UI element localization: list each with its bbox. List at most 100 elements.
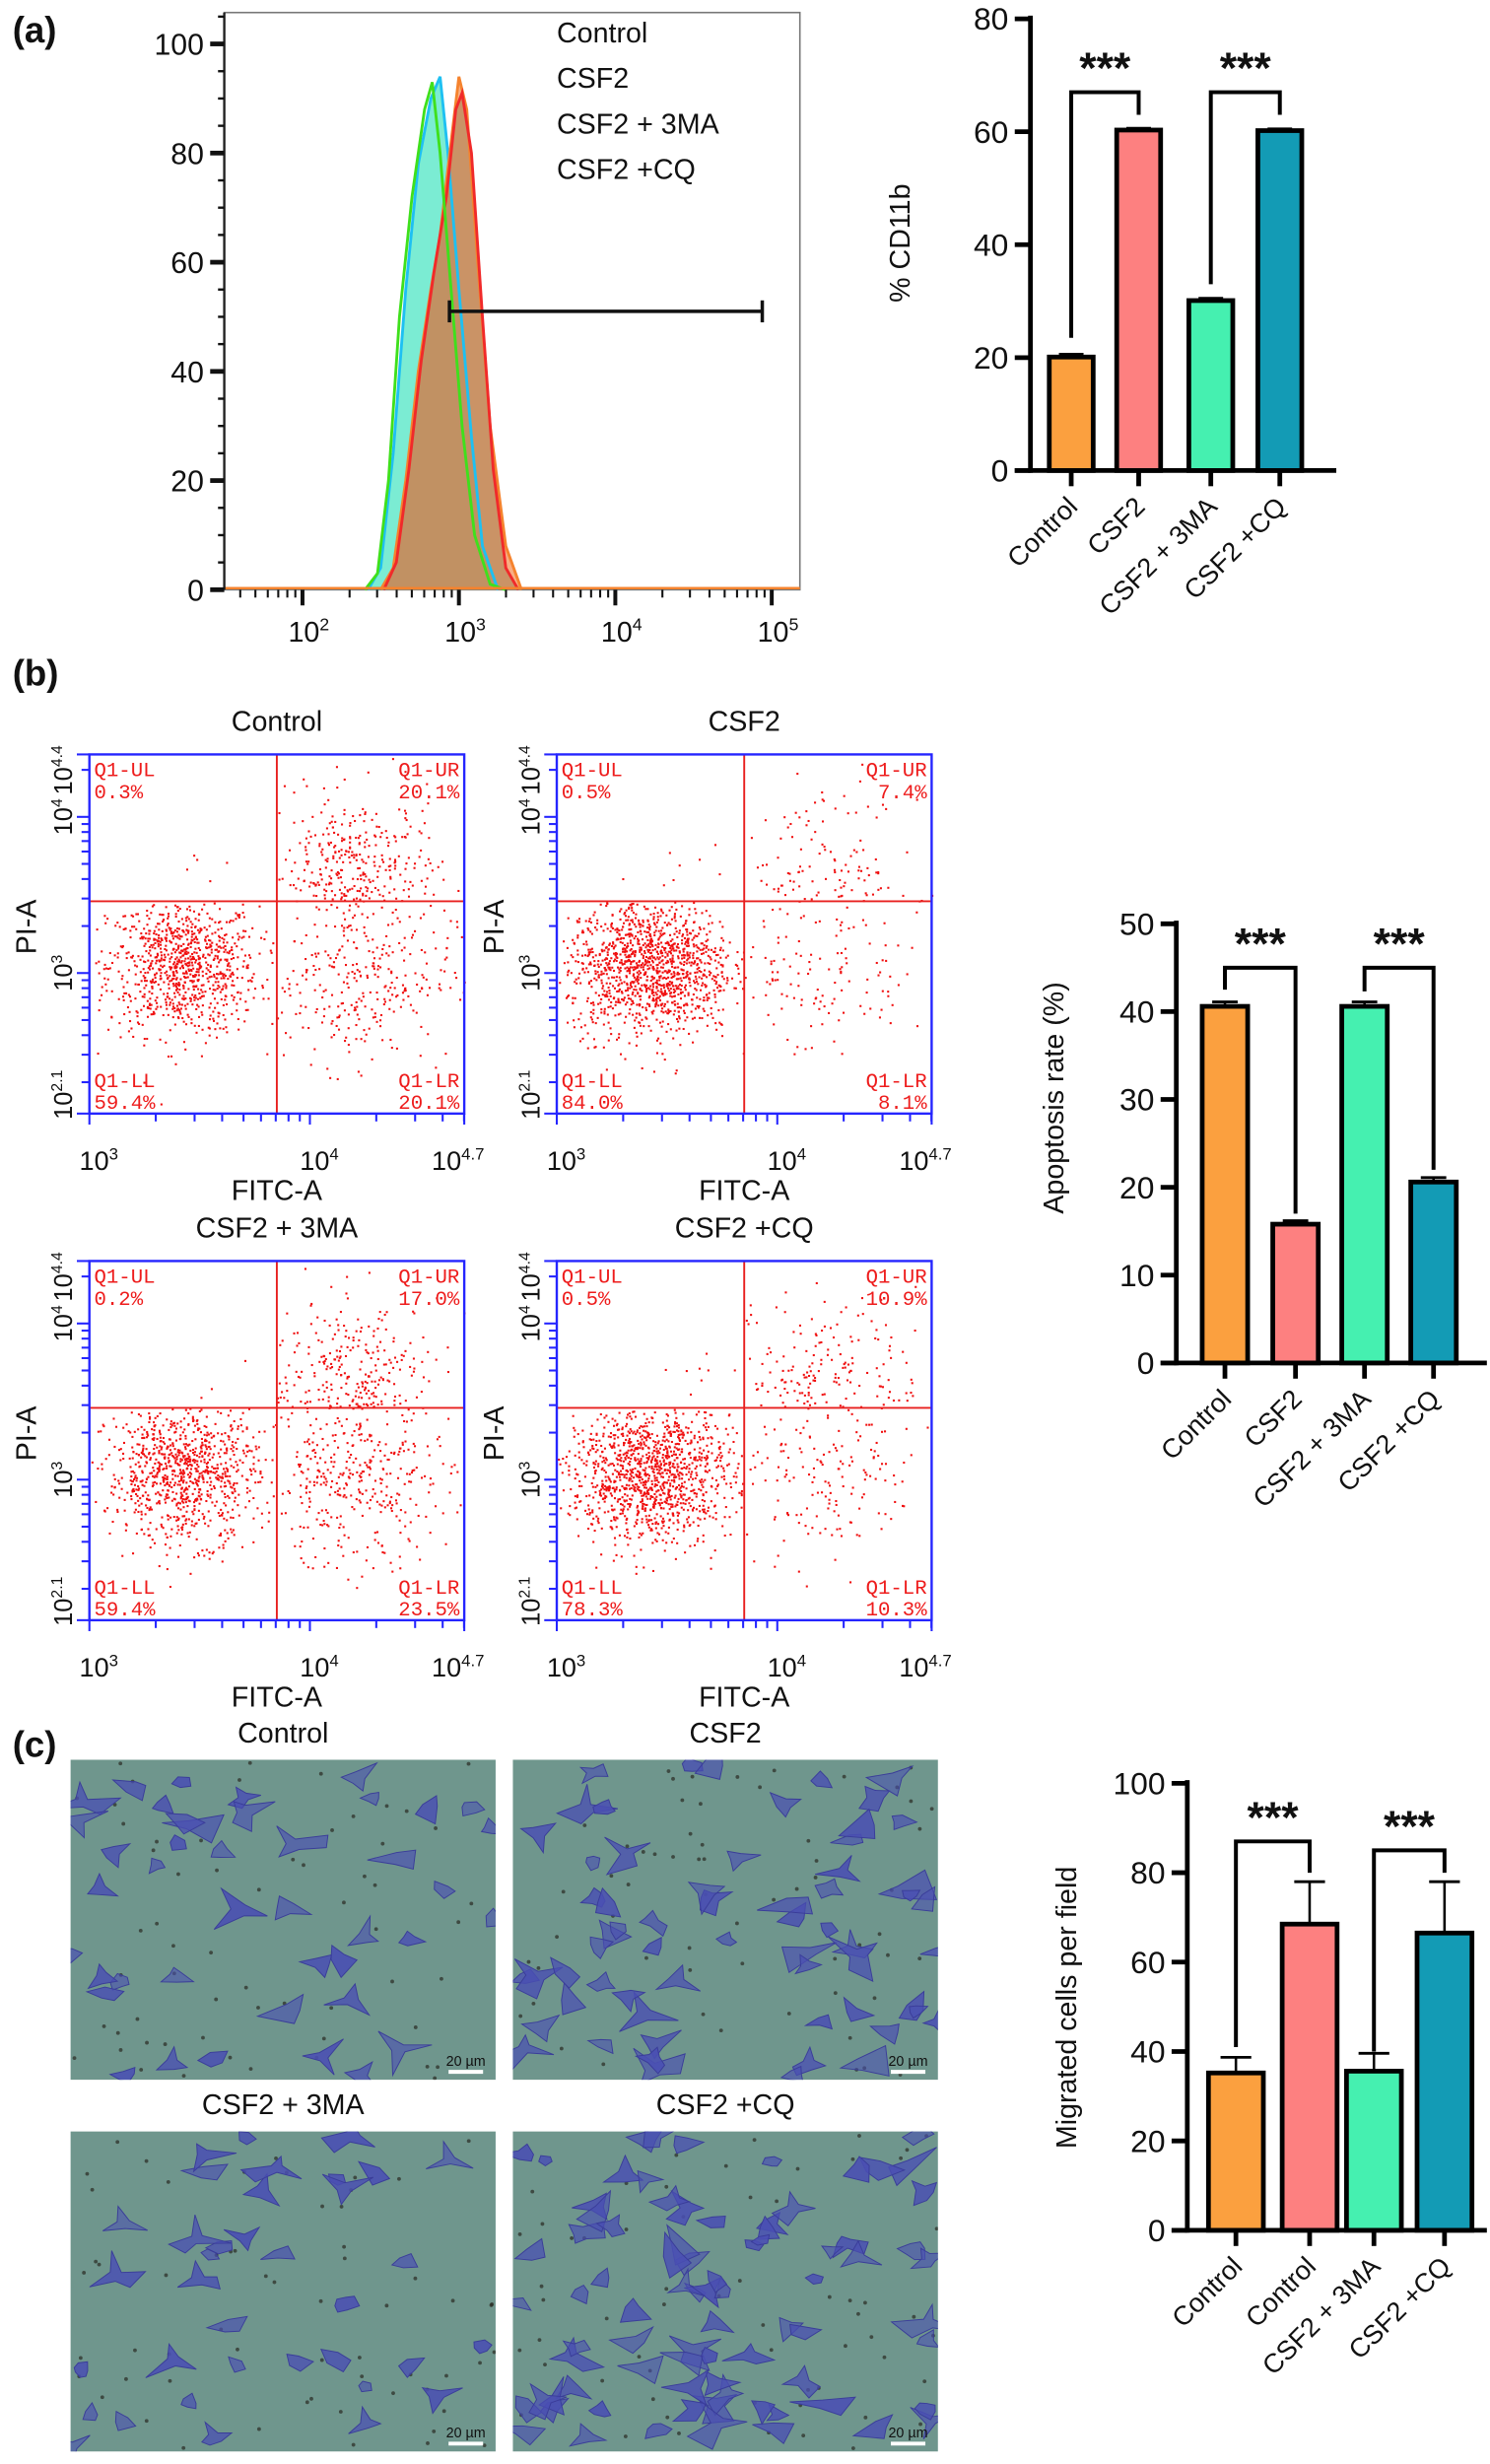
scatter-dot [599, 903, 602, 906]
scatter-dot [680, 985, 683, 988]
scatter-dot [169, 1465, 172, 1468]
scatter-dot [654, 958, 657, 961]
scatter-dot [198, 1015, 201, 1018]
scatter-dot [619, 1470, 623, 1472]
scatter-dot [388, 1371, 391, 1375]
scatter-dot [315, 1481, 318, 1484]
scatter-dot [696, 968, 699, 971]
scatter-dot [667, 961, 670, 964]
scatter-dot [307, 1027, 310, 1030]
scatter-dot [176, 1422, 179, 1425]
scatter-dot [181, 1523, 184, 1526]
scatter-dot [141, 1472, 144, 1474]
scatter-dot [223, 1517, 226, 1520]
scatter-dot [218, 939, 221, 942]
scatter-dot [657, 942, 660, 945]
scatter-dot [230, 948, 233, 951]
scatter-dot [159, 1502, 162, 1505]
scatter-dot [147, 937, 150, 940]
scatter-dot [366, 1418, 369, 1421]
scatter-dot [723, 1477, 726, 1480]
scatter-dot [690, 961, 694, 964]
scatter-dot [617, 1472, 620, 1474]
scatter-dot [156, 923, 160, 925]
scatter-dot [185, 1462, 188, 1465]
scatter-dot [700, 961, 703, 964]
scatter-dot [189, 921, 192, 924]
scatter-dot [176, 1474, 179, 1477]
scatter-dot [399, 1567, 402, 1570]
scatter-dot [237, 1469, 239, 1472]
scatter-dot [657, 945, 660, 948]
scatter-dot [396, 1360, 399, 1363]
scatter-dot [644, 1016, 647, 1019]
scatter-dot [692, 1041, 695, 1044]
scatter-dot [246, 1486, 249, 1489]
scatter-dot [230, 1516, 233, 1519]
scatter-dot [219, 1456, 222, 1459]
scatter-dot [184, 1446, 187, 1449]
scatter-dot [172, 947, 175, 950]
histogram-line-0 [364, 81, 507, 591]
scatter-dot [164, 956, 167, 959]
scatter-dot [592, 1038, 596, 1041]
scatter-dot [156, 1446, 159, 1449]
scatter-dot [127, 969, 130, 972]
scatter-dot [638, 1021, 641, 1024]
scatter-dot [598, 952, 601, 955]
scatter-dot [636, 964, 639, 967]
scatter-dot [357, 1070, 360, 1073]
scatter-dot [631, 909, 634, 912]
scatter-dot [342, 1554, 345, 1557]
scatter-dot [694, 934, 697, 937]
scatter-dot [639, 998, 642, 1001]
scatter-dot [211, 1501, 214, 1504]
scatter-dot [378, 957, 381, 960]
scatter-dot [210, 951, 213, 954]
scatter-dot [272, 1425, 275, 1428]
scatter-dot [199, 1431, 202, 1434]
scatter-dot [364, 872, 367, 875]
scatter-dot [351, 1473, 355, 1476]
y-tick-label: 104 [516, 798, 545, 835]
scatter-dot [705, 940, 708, 943]
scatter-dot [141, 1436, 144, 1440]
scatter-dot [304, 1267, 306, 1270]
scatter-dot [821, 820, 825, 823]
scatter-dot [323, 1007, 326, 1010]
scatter-dot [355, 980, 358, 983]
scatter-dot [186, 1473, 189, 1476]
scatter-dot [363, 1029, 366, 1032]
scatter-dot [640, 977, 643, 980]
scatter-dot [230, 1528, 233, 1531]
scatter-dot [720, 1035, 724, 1038]
scatter-dot [175, 971, 178, 974]
scatter-dot [396, 917, 399, 920]
scatter-dot [348, 904, 352, 907]
scatter-dot [209, 943, 212, 946]
scatter-dot [352, 815, 355, 818]
scatter-dot [734, 963, 737, 966]
scatter-dot [427, 1033, 430, 1036]
scatter-dot [671, 947, 674, 950]
scatter-dot [197, 1509, 200, 1512]
scatter-dot [616, 928, 619, 931]
scatter-dot [367, 1404, 370, 1407]
scatter-dot [354, 819, 357, 823]
scatter-dot [649, 951, 652, 954]
scatter-dot [277, 1397, 280, 1400]
scatter-dot [343, 926, 346, 929]
scatter-dot [839, 968, 842, 971]
scatter-dot [209, 939, 212, 942]
scatter-dot [184, 1434, 187, 1437]
scatter-dot [289, 849, 292, 852]
scatter-dot [330, 1036, 333, 1039]
scatter-dot [153, 1470, 156, 1472]
scatter-dot [355, 1023, 358, 1027]
scatter-dot [353, 1508, 356, 1511]
scatter-dot [149, 1002, 152, 1005]
scatter-dot [383, 997, 386, 1000]
scatter-dot [173, 951, 176, 954]
scatter-dot [686, 954, 689, 957]
significance-stars: *** [1220, 44, 1272, 93]
